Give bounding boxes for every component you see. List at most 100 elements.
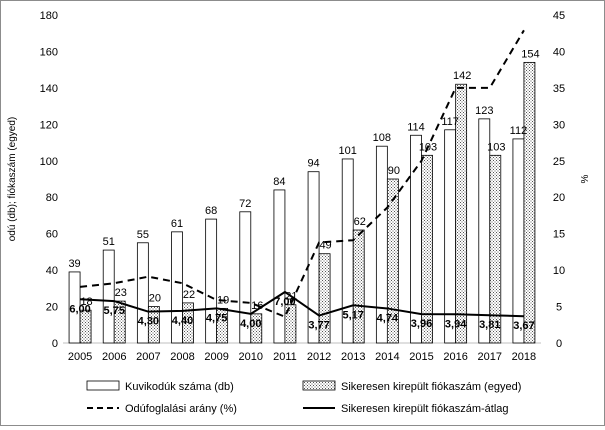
bar-kirepult	[284, 304, 297, 344]
y2-tick-label: 35	[553, 83, 565, 95]
bar-label-kuvikoduk: 101	[339, 145, 357, 157]
line-label-atlag: 4,74	[377, 312, 399, 324]
line-label-atlag: 5,75	[104, 305, 125, 317]
line-label-atlag: 4,00	[240, 318, 261, 330]
bar-kirepult	[489, 154, 502, 344]
labels-layer: 39 18 51 23 55 20 61 22 68 19 72 16 84 21 94 49 101 62 108…	[68, 48, 539, 332]
bar-label-kirepult: 154	[521, 48, 539, 60]
bar-label-kirepult: 19	[217, 294, 229, 306]
x-tick-label: 2012	[307, 351, 331, 363]
bar-kirepult	[79, 309, 92, 344]
bar-label-kirepult: 16	[251, 300, 263, 312]
bar-label-kirepult: 20	[149, 293, 161, 305]
bar-kuvikoduk	[102, 249, 115, 344]
bar-kuvikoduk	[136, 242, 149, 344]
bar-kirepult	[250, 313, 263, 344]
x-tick-label: 2011	[273, 351, 297, 363]
y-tick-label: 80	[46, 192, 58, 204]
x-tick-label: 2005	[68, 351, 92, 363]
y2-tick-label: 5	[556, 302, 562, 314]
bar-kuvikoduk	[273, 189, 286, 344]
line-label-atlag: 6,00	[69, 303, 90, 315]
y-tick-label: 60	[46, 229, 58, 241]
y2-tick-label: 10	[553, 265, 565, 277]
bar-kirepult	[182, 302, 194, 344]
y2-tick-label: 25	[553, 156, 565, 168]
legend-swatch-kuvikoduk	[86, 380, 120, 391]
bar-kirepult	[421, 154, 433, 344]
y2-tick-label: 40	[553, 46, 565, 58]
line-label-atlag: 7,00	[274, 296, 295, 308]
bar-kuvikoduk	[68, 271, 81, 344]
y-tick-label: 40	[46, 265, 58, 277]
legend-label-kirepult: Sikeresen kirepült fiókaszám (egyed)	[341, 381, 521, 393]
axes-layer: 0 20 40 60 80 100 120 140 160 180 0 5 10 15 20 25 30 35 40…	[7, 10, 591, 363]
line-label-atlag: 3,94	[445, 318, 467, 330]
bars-layer	[68, 61, 536, 344]
y-tick-label: 100	[40, 156, 58, 168]
line-fiokaszam-atlag	[80, 290, 524, 318]
legend-label-arany: Odúfoglalási arány (%)	[125, 403, 237, 415]
bar-kuvikoduk	[171, 231, 183, 344]
y2-tick-label: 0	[556, 338, 562, 350]
y-axis-title: odú (db); fiókaszám (egyed)	[7, 117, 18, 242]
bar-kuvikoduk	[239, 211, 252, 344]
x-tick-label: 2009	[204, 351, 228, 363]
y2-axis-title: %	[580, 174, 591, 183]
bar-label-kirepult: 103	[419, 141, 437, 153]
bar-label-kuvikoduk: 94	[307, 158, 319, 170]
legend-label-kuvikoduk: Kuvikodúk száma (db)	[125, 381, 234, 393]
line-label-atlag: 4,30	[138, 316, 159, 328]
y-tick-label: 20	[46, 302, 58, 314]
bar-kuvikoduk	[444, 129, 457, 344]
bar-kirepult	[523, 61, 536, 344]
y2-tick-label: 15	[553, 229, 565, 241]
bar-label-kirepult: 90	[388, 165, 400, 177]
line-label-atlag: 3,77	[308, 320, 329, 332]
lines-layer	[79, 29, 525, 319]
bar-label-kirepult: 49	[319, 240, 331, 252]
y-tick-label: 120	[40, 119, 58, 131]
line-label-atlag: 4,75	[206, 312, 227, 324]
y2-tick-label: 45	[553, 10, 565, 22]
x-tick-label: 2014	[375, 351, 399, 363]
bar-label-kuvikoduk: 55	[137, 229, 149, 241]
y-tick-label: 0	[52, 338, 58, 350]
y-tick-label: 160	[40, 46, 58, 58]
bar-label-kirepult: 21	[285, 291, 297, 303]
bar-label-kuvikoduk: 108	[373, 132, 391, 144]
x-tick-label: 2018	[512, 351, 536, 363]
x-tick-label: 2007	[136, 351, 160, 363]
bar-label-kirepult: 103	[487, 141, 505, 153]
bar-label-kuvikoduk: 61	[171, 218, 183, 230]
bar-kirepult	[147, 306, 160, 344]
bar-label-kuvikoduk: 114	[407, 121, 425, 133]
bar-label-kuvikoduk: 51	[103, 236, 115, 248]
x-tick-label: 2013	[341, 351, 365, 363]
legend-layer: Kuvikodúk száma (db) Sikeresen kirepült f…	[86, 380, 521, 415]
bar-label-kirepult: 142	[453, 70, 471, 82]
x-tick-label: 2017	[478, 351, 502, 363]
bar-label-kirepult: 62	[354, 216, 366, 228]
x-tick-label: 2006	[102, 351, 126, 363]
bar-label-kirepult: 23	[115, 287, 127, 299]
bar-kirepult	[455, 83, 468, 344]
bar-kuvikoduk	[512, 138, 525, 344]
bar-label-kuvikoduk: 68	[205, 205, 217, 217]
bar-label-kuvikoduk: 117	[441, 116, 459, 128]
y-tick-label: 180	[40, 10, 58, 22]
line-label-atlag: 5,17	[343, 309, 364, 321]
bar-kuvikoduk	[205, 218, 218, 344]
bar-kuvikoduk	[307, 171, 320, 344]
bar-label-kirepult: 22	[183, 289, 195, 301]
line-label-atlag: 3,81	[479, 319, 500, 331]
x-tick-label: 2016	[443, 351, 467, 363]
y-tick-label: 140	[40, 83, 58, 95]
bar-label-kuvikoduk: 39	[68, 258, 80, 270]
bar-label-kuvikoduk: 84	[273, 176, 285, 188]
legend-label-atlag: Sikeresen kirepült fiókaszám-átlag	[341, 403, 509, 415]
line-label-atlag: 3,96	[411, 318, 432, 330]
bar-kirepult	[113, 300, 126, 344]
